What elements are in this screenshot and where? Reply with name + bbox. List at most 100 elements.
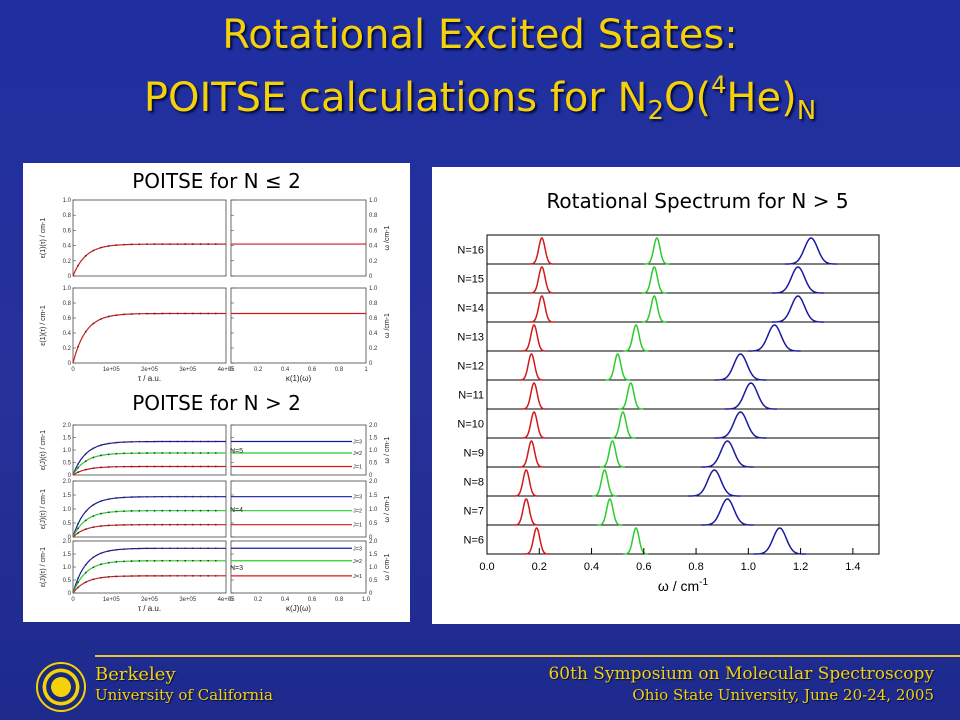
poitse-data-point bbox=[191, 495, 194, 498]
poitse-data-point bbox=[176, 452, 179, 454]
poitse-data-point bbox=[77, 586, 79, 589]
poitse-data-point bbox=[84, 563, 87, 566]
row-label: N=8 bbox=[464, 477, 485, 489]
poitse-data-point bbox=[191, 452, 194, 454]
poitse-data-point bbox=[138, 243, 141, 246]
poitse-data-point bbox=[92, 456, 95, 459]
poitse-data-point bbox=[123, 575, 125, 578]
y-tick-label: 0.5 bbox=[63, 521, 72, 527]
poitse-data-point bbox=[92, 515, 95, 517]
spectrum-peak bbox=[518, 440, 544, 468]
poitse-data-point bbox=[130, 547, 133, 550]
spectrum-peak bbox=[644, 237, 670, 265]
y-tick-label: 0.2 bbox=[63, 259, 72, 265]
y-tick-label: 1.5 bbox=[369, 552, 378, 558]
poitse-data-point bbox=[115, 244, 118, 247]
poitse-data-point bbox=[100, 466, 102, 469]
poitse-data-point bbox=[138, 312, 141, 315]
y-tick-label: 2.0 bbox=[63, 479, 72, 485]
poitse-data-point bbox=[77, 527, 79, 530]
title-subscript: 2 bbox=[647, 96, 665, 126]
y-tick-label: 0 bbox=[369, 535, 373, 541]
poitse-data-point bbox=[138, 560, 141, 562]
poitse-data-point bbox=[123, 560, 125, 563]
poitse-data-point bbox=[184, 495, 187, 498]
poitse-data-point bbox=[107, 511, 110, 514]
x-tick-label: 1.4 bbox=[845, 561, 860, 573]
spectrum-peak bbox=[771, 295, 825, 323]
poitse-data-point bbox=[176, 465, 179, 468]
poitse-data-point bbox=[161, 465, 164, 468]
row-label: N=14 bbox=[457, 303, 484, 315]
spectrum-peak bbox=[599, 440, 625, 468]
poitse-data-point bbox=[146, 559, 148, 562]
poitse-data-point bbox=[153, 465, 156, 468]
poitse-data-point bbox=[169, 559, 171, 562]
poitse-data-point bbox=[123, 243, 125, 246]
left-top-title: POITSE for N ≤ 2 bbox=[132, 169, 301, 193]
left-bottom-title: POITSE for N > 2 bbox=[132, 391, 301, 415]
y-tick-label: 1.0 bbox=[63, 507, 72, 513]
footer-right-line2: Ohio State University, June 20-24, 2005 bbox=[632, 686, 934, 704]
y-tick-label: 0.4 bbox=[369, 331, 378, 337]
poitse-data-point bbox=[100, 318, 102, 320]
y-tick-label: 1.0 bbox=[63, 198, 72, 204]
poitse-data-point bbox=[115, 314, 118, 317]
poitse-data-point bbox=[123, 548, 125, 550]
j-level-label: J=3 bbox=[353, 440, 362, 446]
poitse-data-point bbox=[176, 440, 179, 443]
subplot-frame bbox=[230, 424, 367, 476]
poitse-decay-curve bbox=[72, 243, 226, 277]
poitse-data-point bbox=[138, 547, 141, 550]
left-figure-panel: POITSE for N ≤ 2 POITSE for N > 2 0 0.2 0.… bbox=[23, 163, 410, 622]
poitse-data-point bbox=[115, 465, 118, 468]
x-axis-label-superscript: -1 bbox=[699, 577, 708, 588]
poitse-data-point bbox=[169, 440, 171, 443]
y-tick-label: 0 bbox=[68, 535, 72, 541]
row-label: N=11 bbox=[458, 390, 484, 402]
poitse-data-point bbox=[77, 471, 79, 474]
row-label: N=9 bbox=[464, 448, 485, 460]
poitse-data-point bbox=[199, 559, 202, 562]
row-label: N=12 bbox=[457, 361, 484, 373]
poitse-data-point bbox=[100, 444, 102, 447]
x-tick-label: 1.2 bbox=[793, 561, 808, 573]
poitse-data-point bbox=[214, 559, 217, 562]
y-tick-label: 0.6 bbox=[369, 316, 378, 322]
right-y-axis-label: ω / cm-1 bbox=[384, 436, 391, 463]
poitse-data-point bbox=[184, 465, 187, 468]
poitse-data-point bbox=[92, 578, 95, 581]
y-tick-label: 0.6 bbox=[63, 316, 72, 322]
poitse-data-point bbox=[92, 503, 95, 506]
poitse-data-point bbox=[107, 575, 110, 578]
right-y-axis-label: ω / cm-1 bbox=[384, 495, 391, 522]
y-tick-label: 2.0 bbox=[369, 423, 378, 429]
poitse-data-point bbox=[176, 547, 179, 550]
j-level-label: J=1 bbox=[353, 465, 362, 471]
poitse-data-point bbox=[107, 561, 110, 564]
right-y-axis-label: ω /cm-1 bbox=[384, 313, 391, 338]
poitse-data-point bbox=[153, 523, 156, 526]
spectrum-peak bbox=[714, 411, 767, 439]
title-text: He) bbox=[726, 75, 797, 121]
x-axis-label: ω / cm-1 bbox=[658, 577, 709, 594]
spectrum-peak bbox=[529, 237, 555, 265]
poitse-data-point bbox=[123, 441, 125, 444]
poitse-data-point bbox=[176, 523, 179, 526]
x-tick-label: 3e+05 bbox=[179, 367, 197, 373]
y-tick-label: 1.0 bbox=[63, 286, 72, 292]
poitse-data-point bbox=[191, 574, 194, 577]
poitse-data-point bbox=[107, 466, 110, 468]
n-row-label: N=4 bbox=[230, 507, 243, 514]
poitse-data-point bbox=[100, 563, 102, 566]
y-tick-label: 0.2 bbox=[63, 346, 72, 352]
poitse-data-point bbox=[207, 574, 210, 577]
subplot-frame bbox=[72, 199, 227, 277]
poitse-data-point bbox=[176, 243, 179, 245]
poitse-data-point bbox=[130, 560, 133, 562]
poitse-data-point bbox=[169, 452, 171, 454]
title-superscript: 4 bbox=[711, 71, 727, 99]
spectrum-peak bbox=[521, 411, 547, 439]
j-level-label: J=3 bbox=[353, 495, 362, 501]
slide-title: Rotational Excited States: POITSE calcul… bbox=[0, 10, 960, 136]
